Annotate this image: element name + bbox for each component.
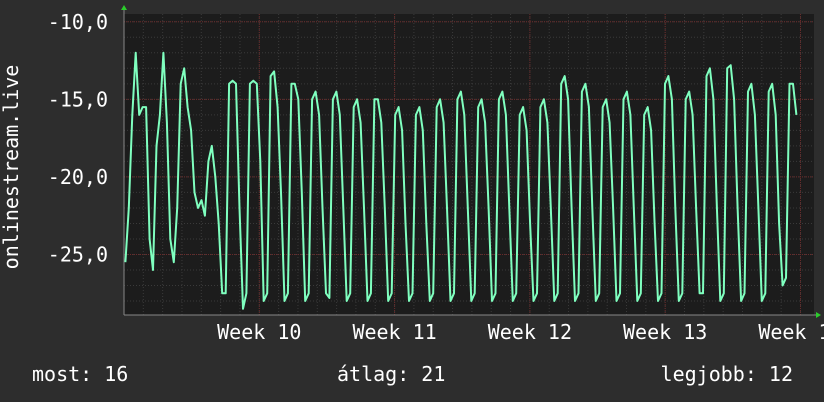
grid [123,14,814,315]
y-axis-label: onlinestream.live [0,65,23,270]
current-value: most: 16 [32,362,129,386]
x-tick-label: Week 14 [758,320,824,344]
stats-bar: most: 16 átlag: 21 legjobb: 12 [0,362,824,390]
average-value: átlag: 21 [337,362,446,386]
x-tick-label: Week 12 [488,320,572,344]
series-line [124,51,798,310]
x-tick-label: Week 10 [217,320,301,344]
axes [121,5,821,318]
series [124,51,798,310]
y-tick-label: -20,0 [48,165,108,189]
y-tick-label: -10,0 [48,10,108,34]
y-tick-label: -15,0 [48,87,108,111]
x-tick-label: Week 13 [623,320,707,344]
y-axis-arrow [121,5,127,10]
x-axis-arrow [816,312,821,318]
tick-labels: -10,0 -15,0 -20,0 -25,0 Week 10 Week 11 Week 1… [48,10,824,344]
x-tick-label: Week 11 [352,320,436,344]
best-value: legjobb: 12 [660,362,793,386]
y-tick-label: -25,0 [48,242,108,266]
